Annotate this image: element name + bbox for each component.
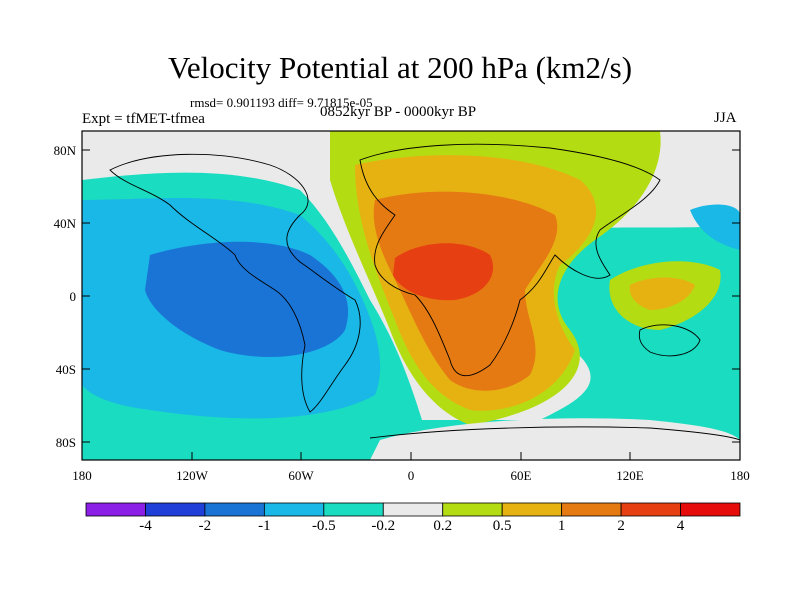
season-label: JJA	[714, 110, 737, 126]
x-tick-label: 180	[72, 468, 92, 483]
stats-text: rmsd= 0.901193 diff= 9.71815e-05	[190, 95, 373, 110]
colorbar	[85, 502, 741, 517]
x-tick-label: 60E	[510, 468, 532, 483]
field-region-positive-4	[393, 243, 494, 301]
colorbar-label: -0.5	[311, 518, 336, 534]
colorbar-swatch	[382, 502, 444, 517]
x-tick-label: 60W	[288, 468, 314, 483]
y-tick-label: 80N	[53, 143, 76, 158]
colorbar-label: 2	[617, 518, 625, 534]
colorbar-swatch	[680, 502, 741, 517]
field-region-positive-6	[629, 277, 695, 310]
field-region-negative-west-3	[145, 241, 349, 358]
y-tick-label: 80S	[55, 435, 76, 450]
colorbar-swatch	[620, 502, 681, 517]
colorbar-label: 4	[676, 518, 685, 534]
contour-field	[82, 131, 740, 460]
y-tick-label: 40S	[55, 362, 76, 377]
colorbar-label: 0.5	[492, 518, 512, 534]
coast-australia	[638, 324, 701, 357]
colorbar-swatch	[323, 502, 384, 517]
colorbar-label: 1	[557, 518, 566, 534]
map-title: Velocity Potential at 200 hPa (km2/s)	[167, 50, 633, 85]
x-tick-label: 120E	[616, 468, 644, 483]
axis-ticks	[81, 149, 741, 460]
coast-antarctica	[369, 426, 740, 441]
colorbar-swatch	[501, 502, 563, 517]
y-tick-label: 40N	[53, 216, 76, 231]
coastlines	[109, 143, 740, 441]
colorbar-label: 0.2	[433, 518, 453, 534]
field-region-negative-east-2	[690, 204, 740, 250]
coast-eurafrica	[359, 143, 661, 377]
colorbar-swatch	[145, 502, 206, 517]
colorbar-swatch	[561, 502, 622, 517]
colorbar-label: -0.2	[371, 518, 396, 534]
field-region-neutral-antarctic	[370, 418, 740, 460]
experiment-label: Expt = tfMET-tfmea	[82, 111, 205, 127]
y-tick-label: 0	[69, 289, 77, 304]
colorbar-swatch	[85, 502, 146, 517]
colorbar-swatch	[263, 502, 325, 517]
coast-americas	[109, 153, 361, 413]
colorbar-swatch	[442, 502, 503, 517]
colorbar-label: -2	[198, 518, 212, 534]
colorbar-label: -1	[258, 518, 271, 534]
x-tick-label: 120W	[176, 468, 208, 483]
x-tick-label: 0	[407, 468, 415, 483]
colorbar-swatch	[204, 502, 265, 517]
x-tick-label: 180	[730, 468, 750, 483]
colorbar-label: -4	[139, 518, 152, 534]
period-label: 0852kyr BP - 0000kyr BP	[320, 104, 477, 120]
